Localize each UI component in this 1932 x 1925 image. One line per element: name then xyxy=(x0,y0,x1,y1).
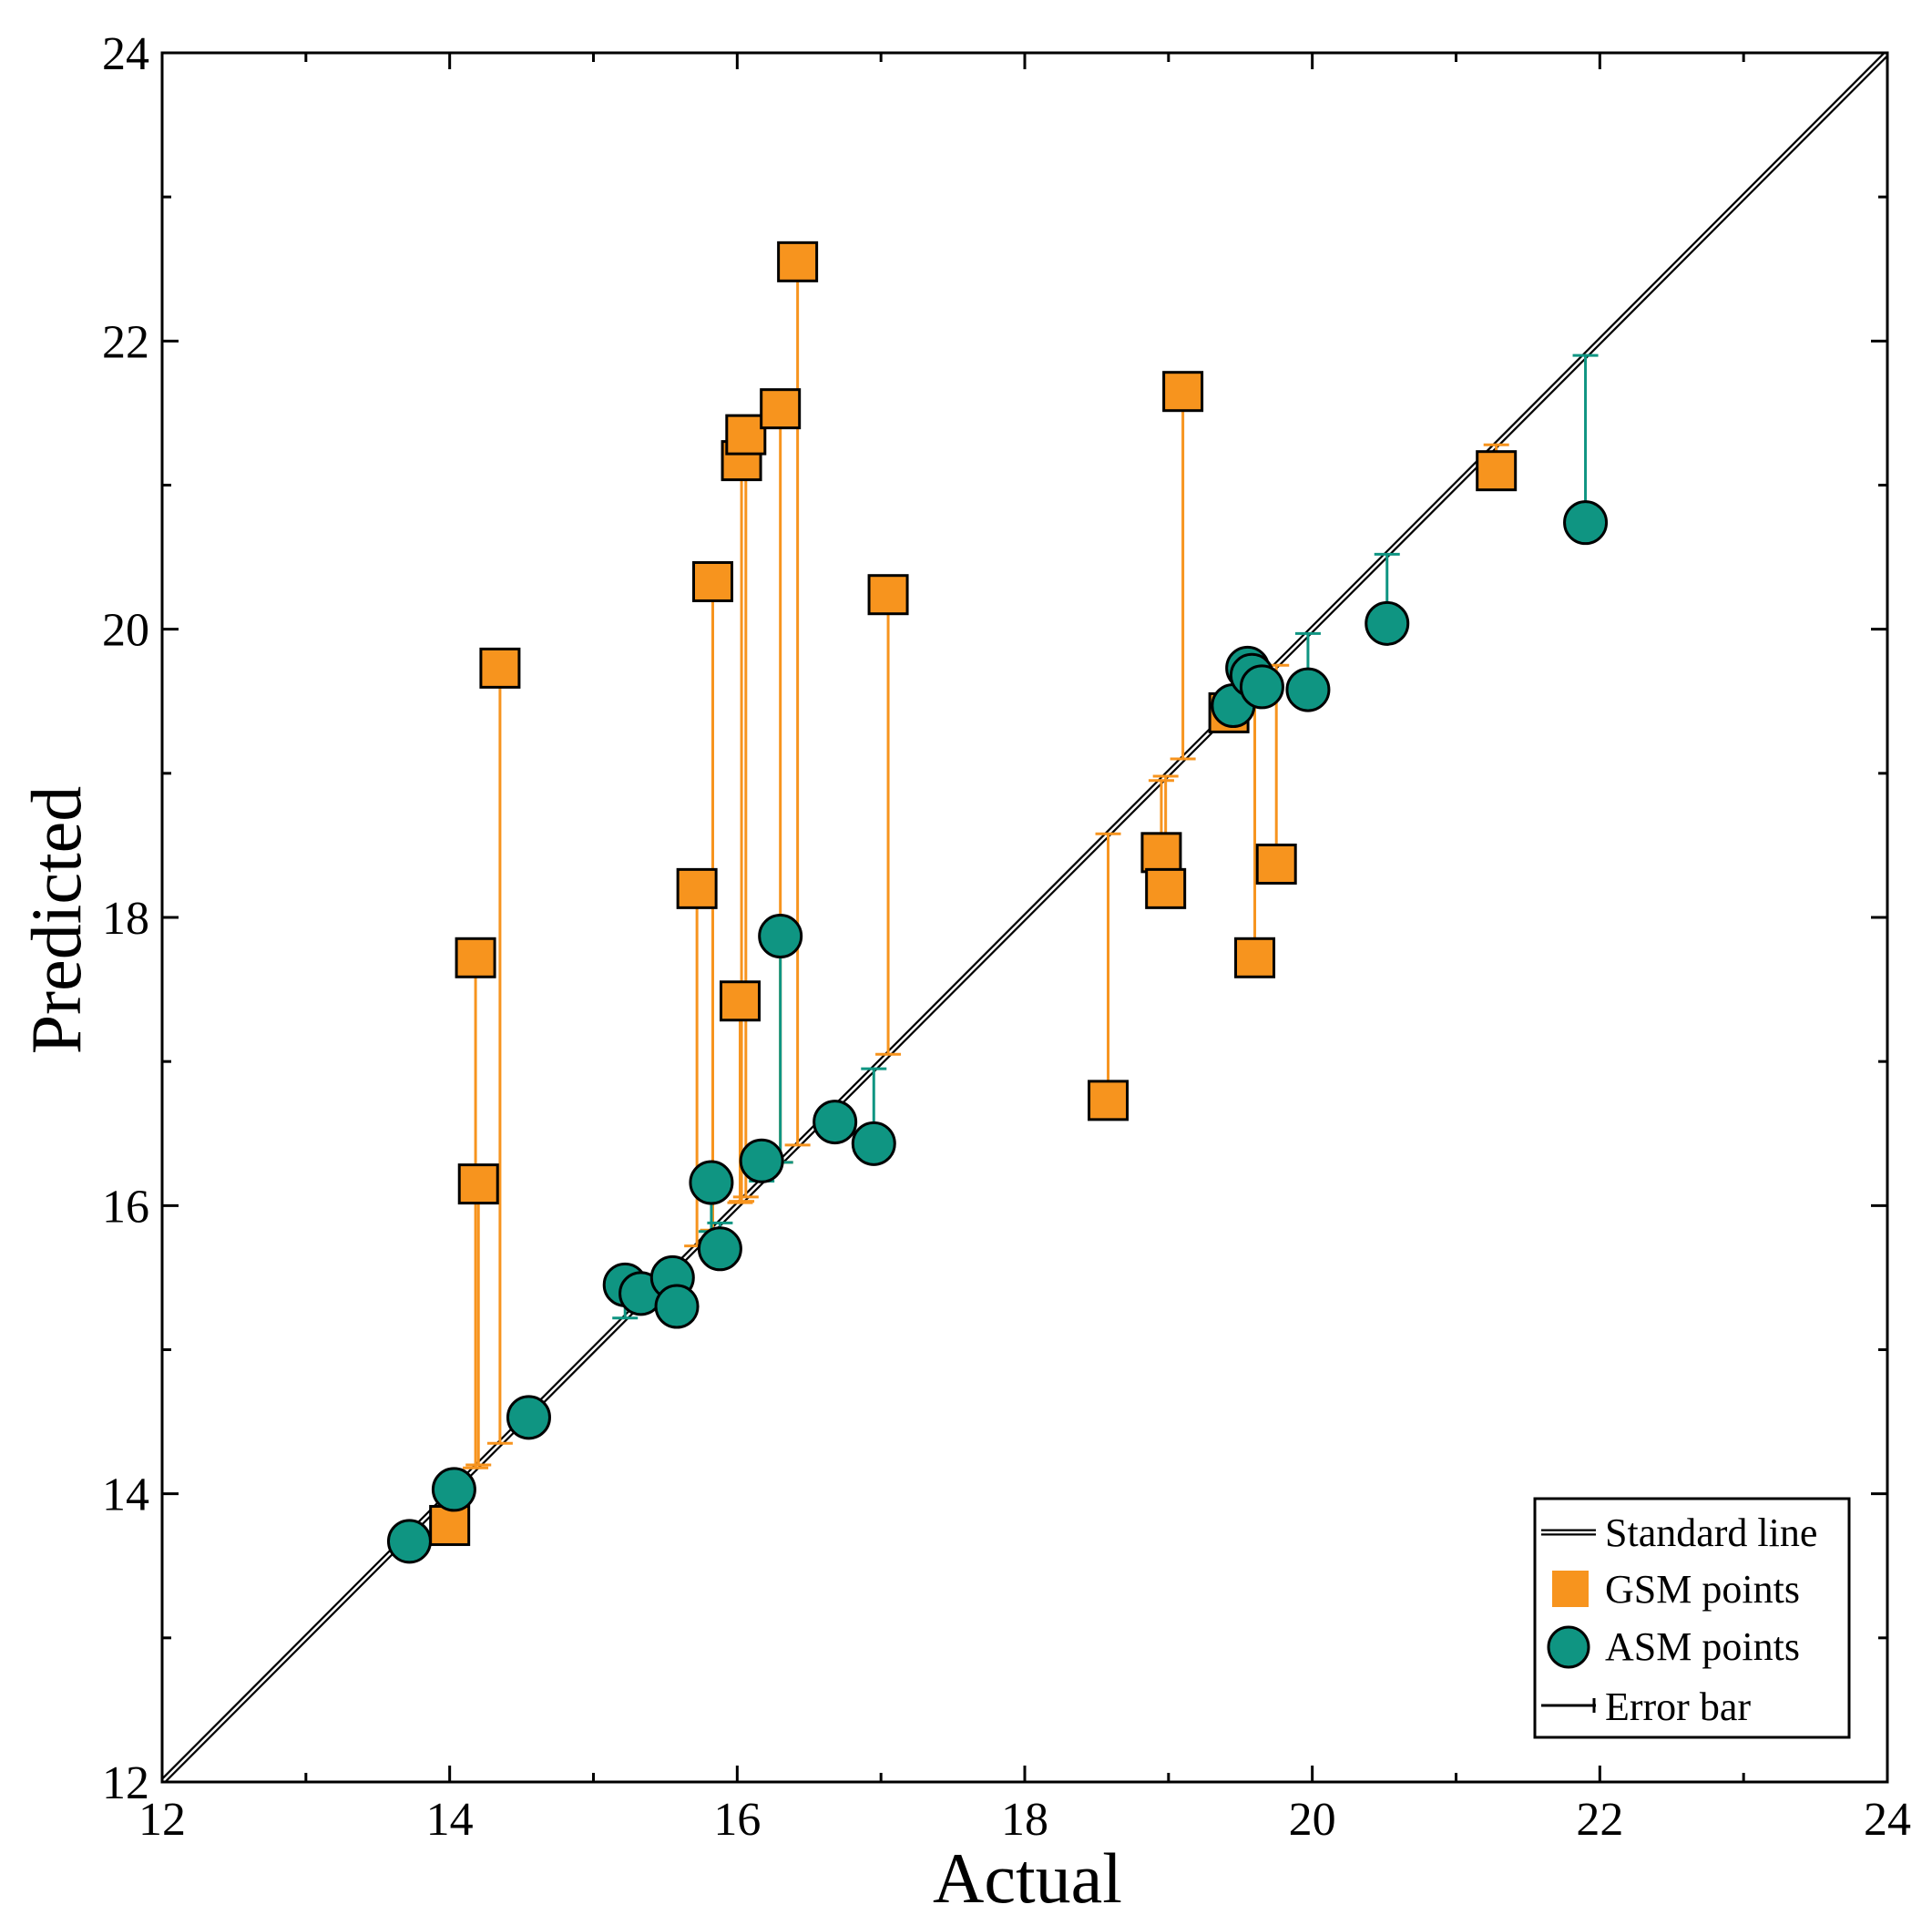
legend-gsm-swatch xyxy=(1552,1571,1589,1607)
gsm-point xyxy=(429,1504,471,1546)
gsm-point xyxy=(1162,371,1204,413)
y-tick-label: 24 xyxy=(102,28,149,80)
legend-box xyxy=(1533,1497,1851,1739)
y-tick-label: 18 xyxy=(102,893,149,945)
asm-point xyxy=(813,1100,858,1145)
gsm-point xyxy=(1476,450,1518,492)
x-tick-label: 18 xyxy=(1001,1794,1048,1846)
asm-point xyxy=(1285,667,1331,712)
asm-point xyxy=(386,1519,432,1564)
y-tick-label: 12 xyxy=(102,1757,149,1809)
gsm-point xyxy=(1145,867,1187,909)
gsm-point xyxy=(777,241,819,282)
legend-label-gsm: GSM points xyxy=(1605,1567,1800,1612)
asm-point xyxy=(431,1467,476,1512)
gsm-point xyxy=(676,867,718,909)
gsm-point xyxy=(1255,843,1297,885)
asm-error-bar xyxy=(767,936,793,1164)
gsm-error-bar xyxy=(1170,391,1196,761)
asm-point xyxy=(1239,664,1284,710)
asm-point xyxy=(739,1138,784,1183)
y-tick-label: 14 xyxy=(102,1469,149,1521)
asm-error-bar xyxy=(1572,353,1599,523)
gsm-point xyxy=(692,560,734,602)
gsm-error-bar xyxy=(727,1000,753,1204)
asm-point xyxy=(1365,600,1410,646)
x-tick-label: 12 xyxy=(138,1794,186,1846)
x-tick-label: 14 xyxy=(426,1794,474,1846)
legend-item-gsm: GSM points xyxy=(1552,1567,1800,1612)
gsm-point xyxy=(455,937,496,978)
gsm-error-bar xyxy=(486,668,513,1445)
legend-item-error-bar: Error bar xyxy=(1541,1684,1751,1729)
legend-item-standard-line: Standard line xyxy=(1541,1510,1817,1555)
y-tick-label: 20 xyxy=(102,605,149,657)
y-tick-label: 22 xyxy=(102,316,149,368)
legend: Standard line GSM points ASM points Erro… xyxy=(1533,1497,1851,1739)
legend-label-standard-line: Standard line xyxy=(1605,1510,1817,1555)
x-tick-label: 24 xyxy=(1864,1794,1911,1846)
x-tick-label: 20 xyxy=(1289,1794,1336,1846)
legend-asm-swatch xyxy=(1547,1625,1590,1669)
gsm-point xyxy=(479,647,521,689)
x-tick-label: 16 xyxy=(713,1794,761,1846)
gsm-point xyxy=(457,1163,499,1205)
asm-point xyxy=(689,1160,734,1205)
gsm-error-bar xyxy=(732,435,759,1199)
gsm-error-bar xyxy=(729,460,755,1203)
gsm-error-bar xyxy=(875,594,902,1056)
gsm-error-bar xyxy=(1095,832,1121,1101)
asm-point xyxy=(654,1284,700,1329)
asm-point xyxy=(851,1121,896,1166)
gsm-point xyxy=(760,388,802,430)
x-axis-title: Actual xyxy=(933,1838,1122,1918)
gsm-point xyxy=(1088,1080,1130,1121)
plot-content xyxy=(162,53,1887,1782)
legend-label-asm: ASM points xyxy=(1605,1624,1800,1669)
x-tick-label: 22 xyxy=(1576,1794,1623,1846)
ticks: 12 14 16 18 20 22 24 12 14 16 18 20 22 24 xyxy=(102,28,1911,1846)
asm-point xyxy=(1563,500,1609,546)
legend-label-error-bar: Error bar xyxy=(1605,1684,1751,1729)
legend-item-asm: ASM points xyxy=(1547,1624,1800,1669)
y-tick-label: 16 xyxy=(102,1181,149,1233)
gsm-error-bar xyxy=(465,1183,492,1467)
gsm-point xyxy=(719,980,761,1022)
y-axis-title: Predicted xyxy=(16,786,96,1055)
asm-point xyxy=(506,1395,551,1440)
gsm-point xyxy=(725,414,767,456)
gsm-error-bar xyxy=(463,957,489,1469)
gsm-point xyxy=(867,574,909,616)
gsm-point xyxy=(1234,937,1276,978)
asm-point xyxy=(697,1226,742,1272)
gsm-point xyxy=(1140,832,1182,874)
asm-point xyxy=(758,914,803,959)
